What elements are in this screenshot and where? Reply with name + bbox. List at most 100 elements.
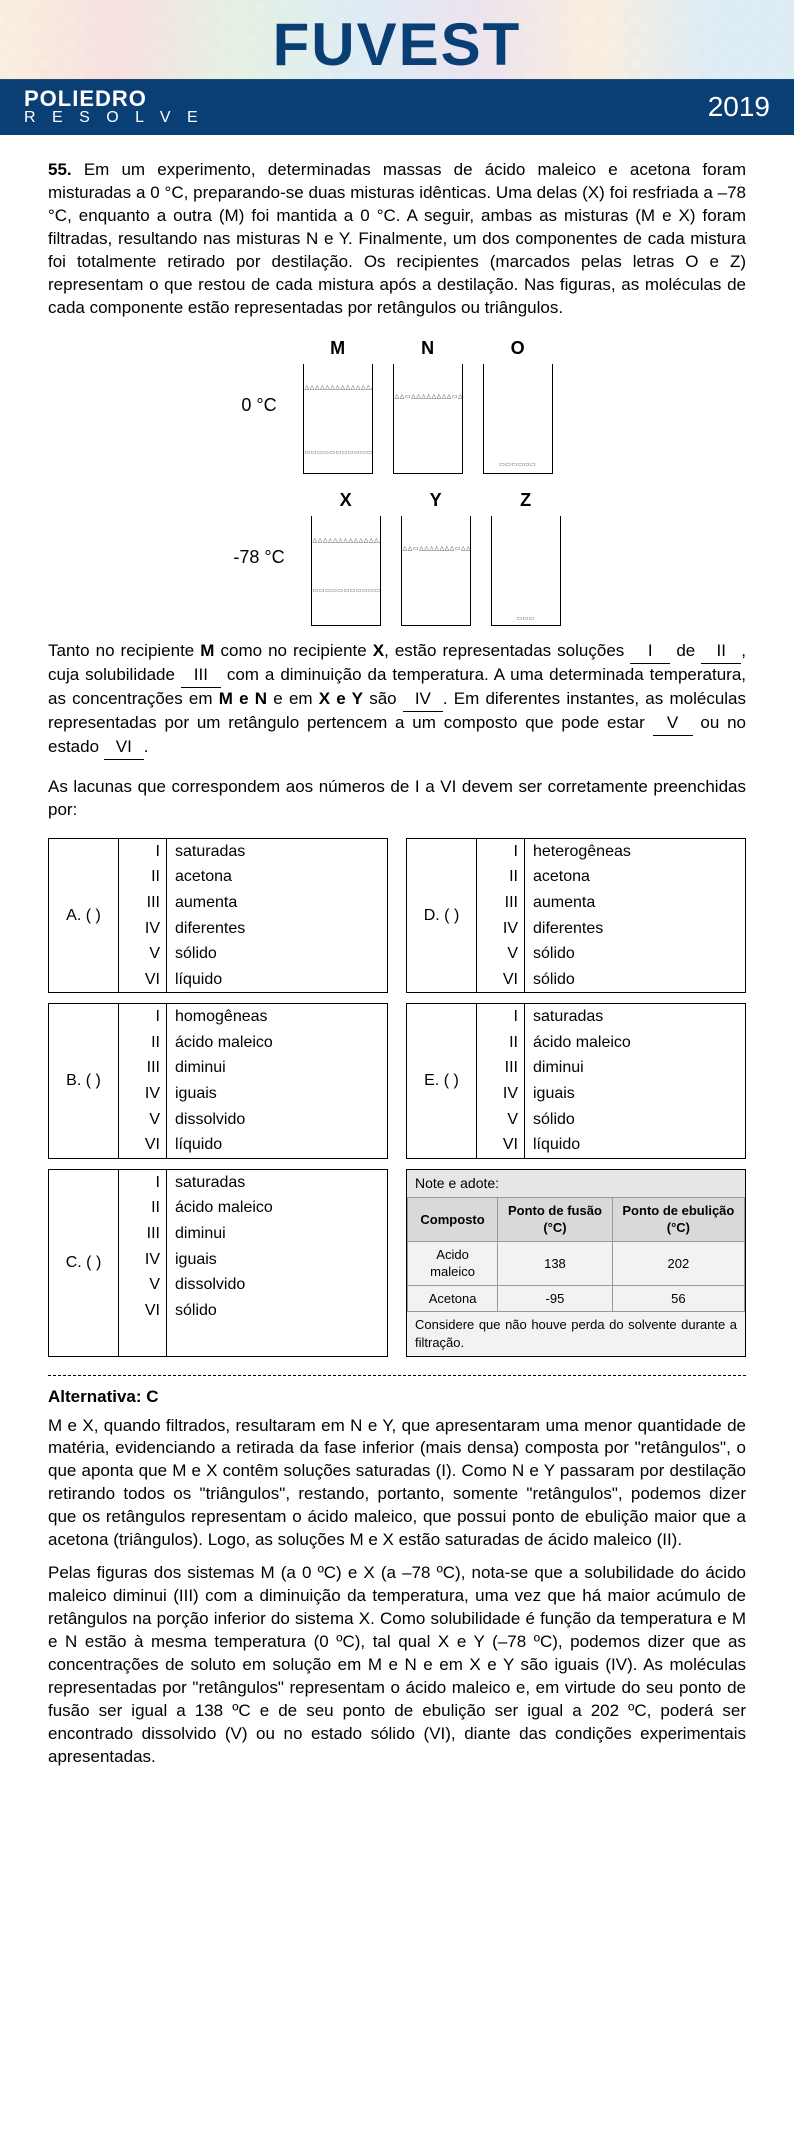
option-letter: B. ( ) (49, 1004, 119, 1158)
roman-cell: II (119, 864, 166, 890)
word-cell: sólido (525, 967, 745, 993)
answer-body: M e X, quando filtrados, resultaram em N… (48, 1415, 746, 1769)
beaker: ▭▭▭▭▭▭ (483, 364, 553, 474)
roman-cell: I (119, 1004, 166, 1030)
roman-cell: V (477, 941, 524, 967)
word-cell: dissolvido (167, 1272, 387, 1298)
note-th: Composto (408, 1197, 498, 1241)
word-cell: diferentes (167, 916, 387, 942)
roman-cell: II (119, 1195, 166, 1221)
temp-label: 0 °C (241, 336, 276, 474)
diagram: 0 °C M△△△△△△△△△△△△△△△△△△△△△△△△△△△△△△△△△△△… (48, 336, 746, 627)
roman-cell: IV (119, 1247, 166, 1273)
roman-cell: II (119, 1030, 166, 1056)
note-box: Note e adote:CompostoPonto de fusão (°C)… (406, 1169, 746, 1357)
question-intro: 55. Em um experimento, determinadas mass… (48, 159, 746, 320)
word-cell: sólido (525, 1107, 745, 1133)
option-box: D. ( )IIIIIIIVVVIheterogêneasacetonaaume… (406, 838, 746, 994)
beaker-col: Z▭▭▭ (491, 488, 561, 626)
temp-label: -78 °C (233, 488, 284, 626)
word-cell: saturadas (167, 839, 387, 865)
word-cell: aumenta (167, 890, 387, 916)
word-cell: dissolvido (167, 1107, 387, 1133)
word-cell: diminui (167, 1055, 387, 1081)
blank-3: III (181, 664, 221, 688)
note-td: Acetona (408, 1285, 498, 1312)
beaker: △△△△△△△△△△△△△△△△△△△△△△△△△△△△△△△△△△△△△△△△… (311, 516, 381, 626)
beaker-label: N (393, 336, 463, 360)
blank-5: V (653, 712, 693, 736)
roman-cell: V (119, 1107, 166, 1133)
note-td: 56 (612, 1285, 744, 1312)
page-content: 55. Em um experimento, determinadas mass… (0, 135, 794, 1819)
beaker-label: Z (491, 488, 561, 512)
roman-cell: IV (119, 916, 166, 942)
beaker-col: M△△△△△△△△△△△△△△△△△△△△△△△△△△△△△△△△△△△△△△△… (303, 336, 373, 474)
word-cell: ácido maleico (167, 1195, 387, 1221)
roman-cell: IV (119, 1081, 166, 1107)
word-cell: acetona (525, 864, 745, 890)
txt: como no recipiente (214, 641, 372, 660)
roman-cell: V (477, 1107, 524, 1133)
word-cell: sólido (525, 941, 745, 967)
question-number: 55. (48, 160, 72, 179)
note-footer: Considere que não houve perda do solvent… (407, 1312, 745, 1355)
answer-title: Alternativa: C (48, 1386, 746, 1409)
roman-col: IIIIIIIVVVI (477, 839, 525, 993)
beaker-label: X (311, 488, 381, 512)
txt: Tanto no recipiente (48, 641, 200, 660)
roman-cell: II (477, 1030, 524, 1056)
roman-cell: V (119, 941, 166, 967)
option-letter: A. ( ) (49, 839, 119, 993)
rectangle-layer: ▭▭▭▭▭▭ (484, 461, 552, 473)
roman-cell: VI (119, 967, 166, 993)
diagram-row: 0 °C M△△△△△△△△△△△△△△△△△△△△△△△△△△△△△△△△△△△… (48, 336, 746, 474)
word-cell: sólido (167, 941, 387, 967)
word-cell: acetona (167, 864, 387, 890)
note-title: Note e adote: (407, 1170, 745, 1197)
fill-paragraph: Tanto no recipiente M como no recipiente… (48, 640, 746, 760)
roman-cell: I (477, 839, 524, 865)
blank-1: I (630, 640, 670, 664)
answer-p2: Pelas figuras dos sistemas M (a 0 ºC) e … (48, 1562, 746, 1768)
txt: . (144, 737, 149, 756)
note-td: 138 (498, 1241, 613, 1285)
roman-cell: II (477, 864, 524, 890)
word-cell: iguais (167, 1247, 387, 1273)
answer-p1: M e X, quando filtrados, resultaram em N… (48, 1415, 746, 1553)
beaker: △△▭△△△△△△△▭△△△△△△△△▭△△△△△△△▭△△△△△△△△▭△△△… (401, 516, 471, 626)
word-cell: diminui (525, 1055, 745, 1081)
words-col: saturadasacetonaaumentadiferentessólidol… (167, 839, 387, 993)
word-cell: saturadas (525, 1004, 745, 1030)
note-th: Ponto de ebulição (°C) (612, 1197, 744, 1241)
option-box: C. ( )IIIIIIIVVVIsaturadasácido maleicod… (48, 1169, 388, 1357)
txt: de (670, 641, 701, 660)
roman-cell: III (119, 1055, 166, 1081)
separator (48, 1375, 746, 1376)
exam-title: FUVEST (0, 10, 794, 79)
beaker-col: X △△△△△△△△△△△△△△△△△△△△△△△△△△△△△△△△△△△△△△△… (311, 488, 381, 626)
words-col: saturadasácido maleicodiminuiiguaisdisso… (167, 1170, 387, 1356)
bold-XY: X e Y (319, 689, 363, 708)
option-box: A. ( )IIIIIIIVVVIsaturadasacetonaaumenta… (48, 838, 388, 994)
option-letter: D. ( ) (407, 839, 477, 993)
roman-cell: IV (477, 1081, 524, 1107)
roman-col: IIIIIIIVVVI (119, 1170, 167, 1356)
rectangle-layer: ▭▭▭▭▭▭▭▭▭▭▭▭▭▭▭▭▭▭▭▭▭▭▭▭▭▭▭▭▭▭▭▭▭▭▭▭▭▭▭▭… (312, 587, 380, 625)
note-td: -95 (498, 1285, 613, 1312)
word-cell: iguais (525, 1081, 745, 1107)
title-bar: FUVEST (0, 10, 794, 79)
diagram-row: -78 °C X △△△△△△△△△△△△△△△△△△△△△△△△△△△△△△△△△… (48, 488, 746, 626)
note-td: Acido maleico (408, 1241, 498, 1285)
options-grid: A. ( )IIIIIIIVVVIsaturadasacetonaaumenta… (48, 838, 746, 1357)
roman-cell: VI (119, 1298, 166, 1324)
intro-text: Em um experimento, determinadas massas d… (48, 160, 746, 317)
roman-cell: III (119, 1221, 166, 1247)
word-cell: aumenta (525, 890, 745, 916)
option-letter: E. ( ) (407, 1004, 477, 1158)
triangle-layer: △△△△△△△△△△△△△△△△△△△△△△△△△△△△△△△△△△△△△△△△… (304, 384, 372, 449)
roman-cell: V (119, 1272, 166, 1298)
brand-bar: POLIEDRO R E S O L V E 2019 (0, 79, 794, 135)
word-cell: iguais (167, 1081, 387, 1107)
note-table: CompostoPonto de fusão (°C)Ponto de ebul… (407, 1197, 745, 1313)
